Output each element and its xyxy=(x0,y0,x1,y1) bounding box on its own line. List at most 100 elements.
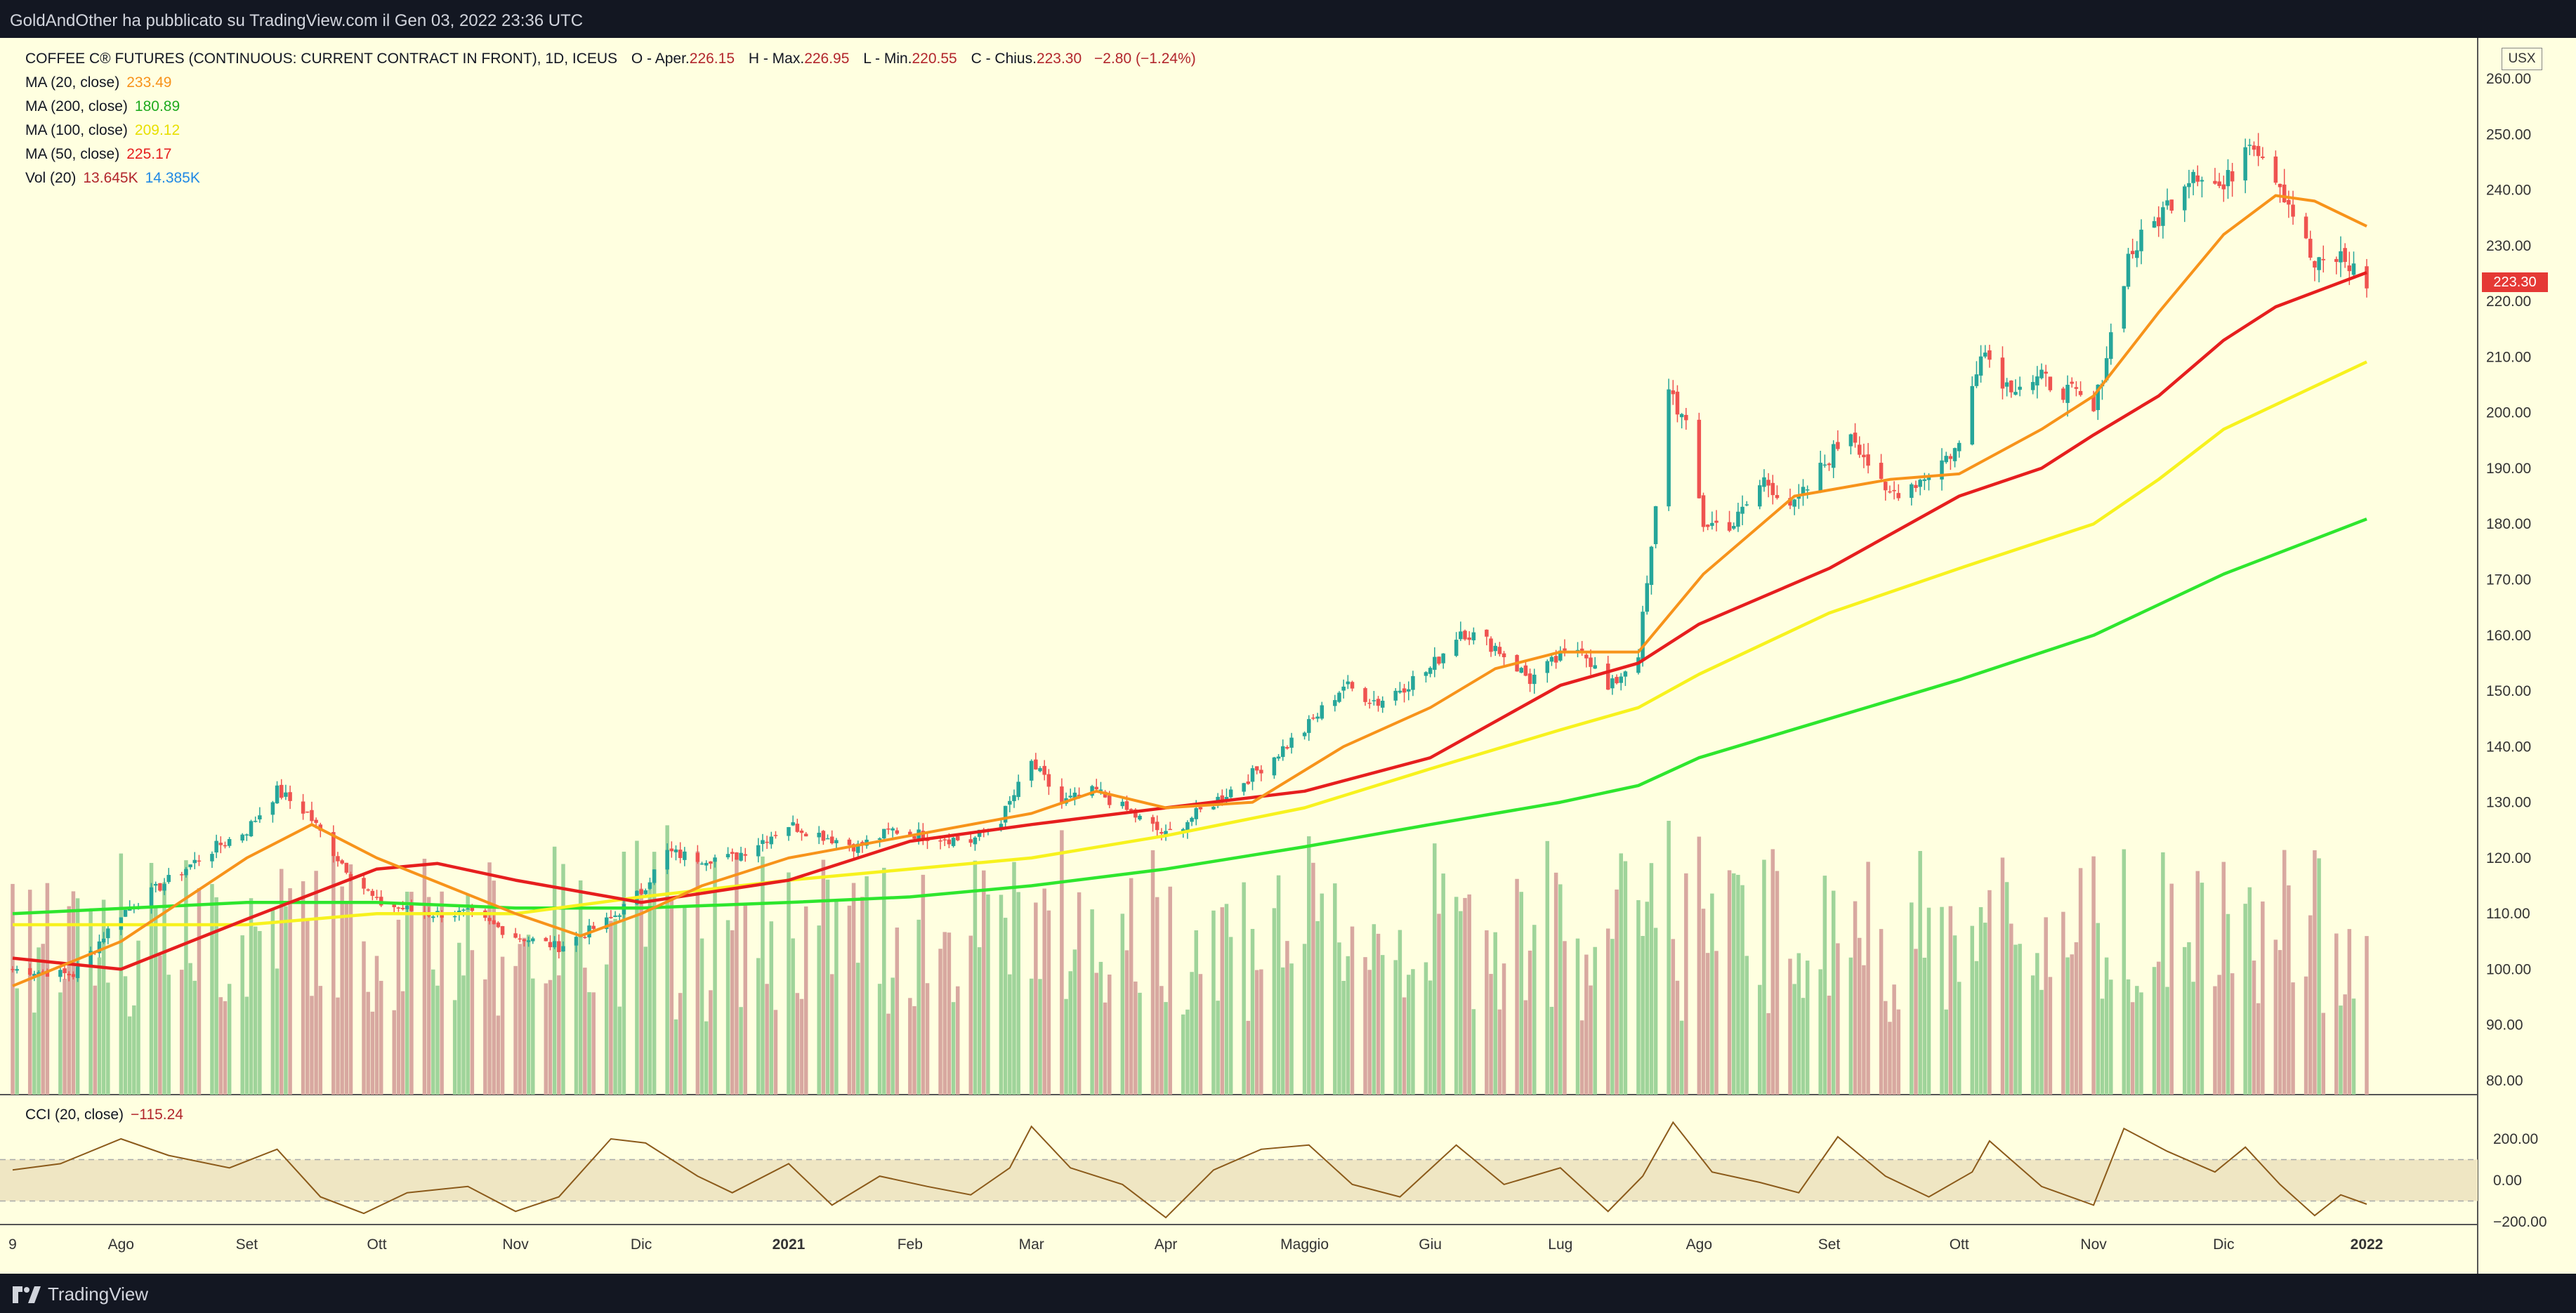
volume-bar xyxy=(1489,974,1493,1095)
cci-band xyxy=(0,1159,2478,1201)
candle-body xyxy=(88,951,93,968)
volume-bar xyxy=(2365,936,2369,1095)
candle-body xyxy=(1398,690,1402,693)
volume-bar xyxy=(695,851,700,1095)
candle-body xyxy=(314,819,318,823)
candle-body xyxy=(218,843,223,845)
candle-body xyxy=(2013,392,2018,395)
candle-body xyxy=(1437,656,1441,664)
volume-bar xyxy=(1918,850,1922,1095)
volume-bar xyxy=(947,932,952,1095)
volume-bar xyxy=(93,985,98,1095)
legend-volume[interactable]: Vol (20) 13.645K 14.385K xyxy=(25,170,200,187)
candle-body xyxy=(331,832,336,857)
volume-bar xyxy=(1098,961,1103,1095)
candle-body xyxy=(1042,765,1046,775)
volume-bar xyxy=(787,872,791,1095)
candle-body xyxy=(639,889,643,895)
ma20-line xyxy=(12,194,2367,988)
volume-bar xyxy=(513,965,518,1095)
volume-bar xyxy=(1008,974,1012,1095)
candle-body xyxy=(58,970,63,977)
volume-bar xyxy=(1164,1002,1168,1095)
candle-body xyxy=(470,906,475,911)
legend-ma20[interactable]: MA (20, close) 233.49 xyxy=(25,74,171,91)
volume-bar xyxy=(2135,986,2139,1095)
volume-bar xyxy=(240,935,244,1095)
candle-body xyxy=(652,869,657,883)
tradingview-logo[interactable]: TradingView xyxy=(13,1284,148,1305)
candle-body xyxy=(1983,352,1987,357)
candle-body xyxy=(1584,654,1589,659)
volume-bar xyxy=(374,956,379,1095)
volume-bar xyxy=(1727,870,1732,1095)
candle-body xyxy=(2078,390,2083,395)
price-chart[interactable]: 260.00 250.00 240.00 230.00 220.00 210.00 200.… xyxy=(0,38,2576,1274)
candle-body xyxy=(1605,664,1610,690)
volume-bar xyxy=(1150,850,1155,1095)
candle-body xyxy=(1758,485,1762,507)
volume-bar xyxy=(1922,957,1927,1095)
candle-body xyxy=(11,969,15,970)
volume-bar xyxy=(227,984,232,1095)
high-value: 226.95 xyxy=(804,51,850,67)
candle-body xyxy=(188,864,192,868)
volume-bar xyxy=(2100,998,2105,1095)
volume-bar xyxy=(1034,902,1038,1095)
volume-bar xyxy=(2039,989,2044,1095)
volume-bar xyxy=(461,975,466,1095)
candle-body xyxy=(192,859,197,864)
candle-body xyxy=(1792,499,1796,507)
candle-body xyxy=(1948,456,1953,459)
volume-bar xyxy=(1424,962,1428,1095)
volume-bar xyxy=(683,906,687,1095)
volume-bar xyxy=(2091,856,2096,1095)
candle-body xyxy=(2317,257,2321,270)
volume-bar xyxy=(622,851,626,1095)
volume-bar xyxy=(452,1000,457,1095)
candle-body xyxy=(683,851,687,860)
volume-bar xyxy=(583,968,587,1095)
volume-bar xyxy=(865,876,869,1095)
candle-body xyxy=(1558,650,1563,661)
volume-bar xyxy=(1553,872,1558,1095)
candle-body xyxy=(574,937,579,946)
legend-ma50[interactable]: MA (50, close) 225.17 xyxy=(25,146,171,163)
volume-bar xyxy=(214,897,218,1095)
candle-body xyxy=(1770,482,1775,496)
volume-bar xyxy=(1367,970,1372,1095)
volume-bar xyxy=(457,942,461,1095)
legend-ma100[interactable]: MA (100, close) 209.12 xyxy=(25,122,180,139)
candle-body xyxy=(2135,250,2139,258)
candle-body xyxy=(1315,716,1320,719)
candle-body xyxy=(2221,184,2226,190)
volume-bar xyxy=(2182,946,2187,1095)
volume-bar xyxy=(1372,924,1376,1095)
legend-ma200[interactable]: MA (200, close) 180.89 xyxy=(25,98,180,115)
volume-bar xyxy=(1970,925,1974,1095)
volume-bar xyxy=(886,1013,891,1095)
volume-bar xyxy=(522,937,527,1095)
legend-cci[interactable]: CCI (20, close) −115.24 xyxy=(25,1107,183,1123)
volume-bar xyxy=(1094,972,1099,1095)
candle-body xyxy=(2165,200,2169,206)
volume-bar xyxy=(106,982,110,1095)
volume-bar xyxy=(704,1021,709,1095)
candle-body xyxy=(1727,522,1732,531)
candle-body xyxy=(1636,657,1641,673)
candle-body xyxy=(500,926,505,935)
volume-bar xyxy=(310,996,314,1095)
volume-bar xyxy=(1827,996,1832,1095)
candle-body xyxy=(1242,783,1246,792)
volume-bar xyxy=(1926,907,1931,1095)
volume-bar xyxy=(426,897,431,1095)
candle-body xyxy=(2256,145,2261,157)
candle-body xyxy=(1133,809,1138,818)
candle-body xyxy=(2278,183,2282,187)
volume-bar xyxy=(279,869,284,1095)
volume-bar xyxy=(188,963,192,1095)
currency-badge[interactable]: USX xyxy=(2502,48,2542,70)
candle-body xyxy=(725,854,730,858)
volume-bar xyxy=(938,949,942,1095)
chart-area[interactable]: 260.00 250.00 240.00 230.00 220.00 210.00 200.… xyxy=(0,38,2576,1274)
